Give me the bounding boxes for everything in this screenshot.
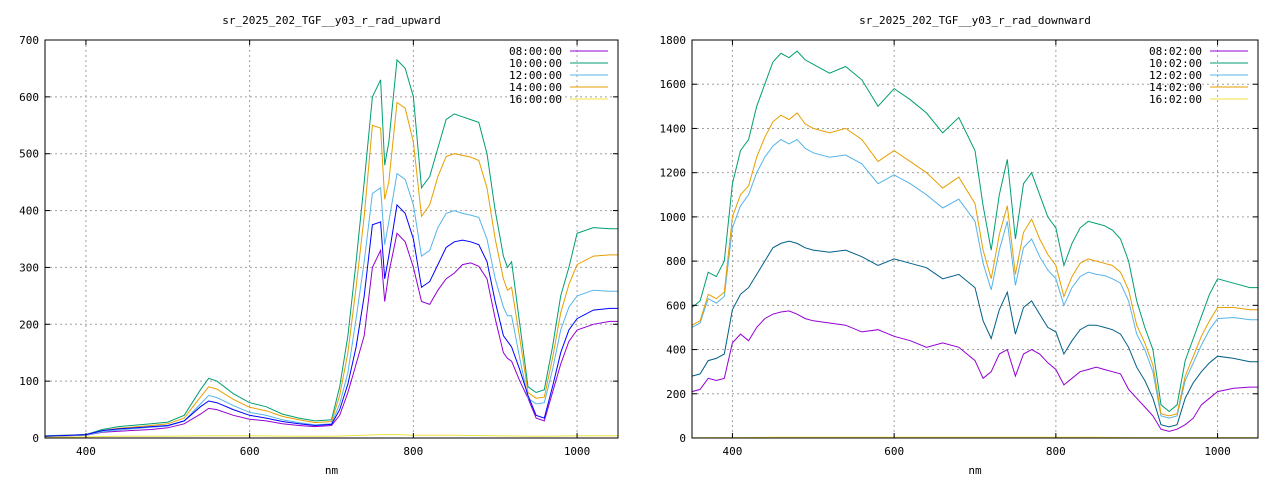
legend-label: 10:02:00 xyxy=(1149,57,1202,70)
y-tick-label: 300 xyxy=(19,261,39,274)
x-axis-label: nm xyxy=(325,464,339,477)
y-tick-label: 1000 xyxy=(660,211,687,224)
series-lines xyxy=(44,58,618,438)
series-line-unlabeled-5 xyxy=(44,203,618,437)
series-line-120200 xyxy=(691,138,1258,419)
series-line-100000 xyxy=(44,58,618,437)
series-lines xyxy=(691,50,1258,439)
tick-labels: 400 600 800 1000 0 100 200 300 400 500 600 700 xyxy=(19,34,618,458)
y-tick-label: 1800 xyxy=(660,34,687,47)
legend-label: 12:00:00 xyxy=(509,69,562,82)
plot-frame xyxy=(44,39,619,439)
y-tick-label: 700 xyxy=(19,34,39,47)
series-line-140000 xyxy=(44,101,618,437)
plot-frame xyxy=(691,39,1259,439)
y-tick-label: 800 xyxy=(666,255,686,268)
y-tick-label: 200 xyxy=(666,388,686,401)
x-tick-label: 400 xyxy=(722,445,742,458)
x-tick-label: 800 xyxy=(1046,445,1066,458)
y-tick-label: 600 xyxy=(19,91,39,104)
x-tick-label: 1000 xyxy=(1204,445,1231,458)
y-tick-label: 400 xyxy=(19,205,39,218)
chart-title: sr_2025_202_TGF__y03_r_rad_downward xyxy=(859,14,1091,27)
series-line-120000 xyxy=(44,172,618,437)
y-tick-label: 1200 xyxy=(660,167,687,180)
x-axis-label: nm xyxy=(968,464,982,477)
legend-label: 14:00:00 xyxy=(509,81,562,94)
chart-title: sr_2025_202_TGF__y03_r_rad_upward xyxy=(222,14,441,27)
chart-panel-downward: 400 600 800 1000 0 200 400 600 800 1000 1200 1400 16… xyxy=(640,0,1280,480)
series-line-100200 xyxy=(691,50,1258,413)
y-tick-label: 0 xyxy=(679,432,686,445)
x-tick-label: 800 xyxy=(403,445,423,458)
y-tick-label: 0 xyxy=(32,432,39,445)
x-tick-label: 600 xyxy=(884,445,904,458)
legend-label: 08:00:00 xyxy=(509,45,562,58)
legend-label: 16:02:00 xyxy=(1149,93,1202,106)
chart-upward: 400 600 800 1000 0 100 200 300 400 500 600 700 sr_20… xyxy=(19,14,619,477)
series-line-080200 xyxy=(691,310,1258,432)
x-tick-label: 600 xyxy=(240,445,260,458)
legend-label: 14:02:00 xyxy=(1149,81,1202,94)
chart-downward: 400 600 800 1000 0 200 400 600 800 1000 1200 1400 16… xyxy=(660,14,1259,477)
y-tick-label: 400 xyxy=(666,344,686,357)
series-line-140200 xyxy=(691,112,1258,417)
chart-panel-upward: 400 600 800 1000 0 100 200 300 400 500 600 700 sr_20… xyxy=(0,0,640,480)
y-tick-label: 600 xyxy=(666,299,686,312)
series-line-080000 xyxy=(44,232,618,437)
series-line-unlabeled-5 xyxy=(691,240,1258,428)
series-line-160000 xyxy=(44,434,618,438)
legend-label: 10:00:00 xyxy=(509,57,562,70)
y-tick-label: 1600 xyxy=(660,78,687,91)
y-tick-label: 500 xyxy=(19,148,39,161)
y-tick-label: 1400 xyxy=(660,122,687,135)
legend-label: 08:02:00 xyxy=(1149,45,1202,58)
legend-label: 12:02:00 xyxy=(1149,69,1202,82)
legend-label: 16:00:00 xyxy=(509,93,562,106)
x-tick-label: 400 xyxy=(76,445,96,458)
y-tick-label: 200 xyxy=(19,318,39,331)
tick-labels: 400 600 800 1000 0 200 400 600 800 1000 1200 1400 16… xyxy=(660,34,1258,458)
y-tick-label: 100 xyxy=(19,375,39,388)
x-tick-label: 1000 xyxy=(564,445,591,458)
